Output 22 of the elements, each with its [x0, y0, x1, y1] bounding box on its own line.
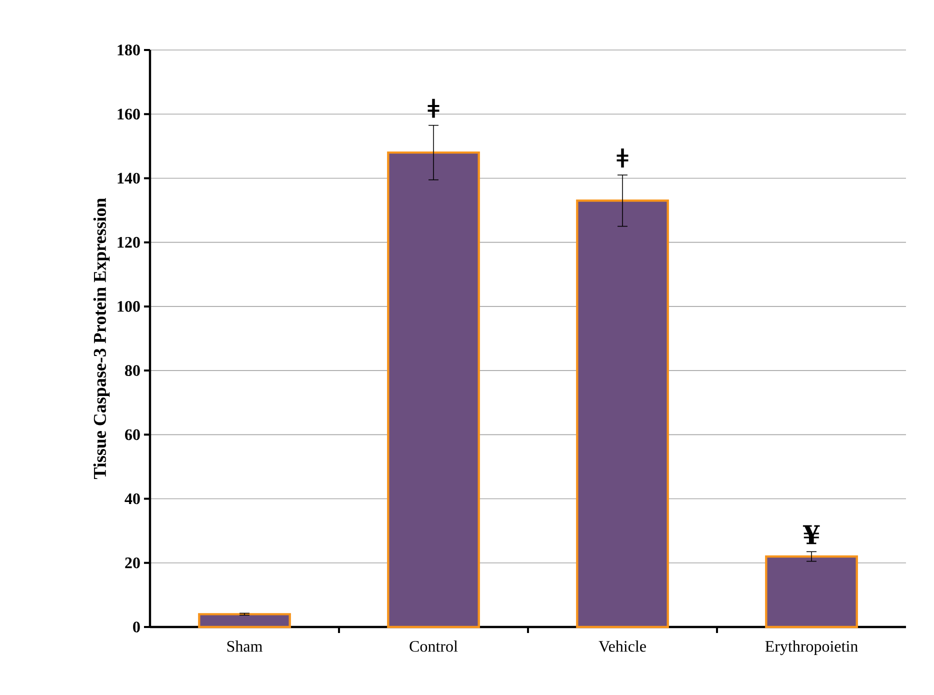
y-tick-label: 140 — [118, 172, 140, 184]
x-tick-label: Control — [410, 640, 458, 652]
y-axis-title: Tissue Caspase-3 Protein Expression — [93, 198, 110, 479]
y-tick-label: 0 — [133, 622, 140, 632]
y-tick-label: 160 — [118, 108, 140, 120]
bar — [387, 151, 480, 628]
x-tick-label: Vehicle — [598, 640, 646, 652]
y-tick-label: 60 — [125, 429, 140, 440]
y-tick-label: 120 — [118, 236, 140, 248]
y-tick-label: 100 — [118, 301, 140, 312]
bar — [576, 200, 669, 628]
bar — [198, 613, 291, 628]
y-tick-label: 20 — [125, 557, 140, 568]
x-tick-label: Sham — [227, 640, 262, 652]
y-tick-label: 40 — [124, 493, 140, 504]
y-tick-label: 80 — [125, 365, 140, 376]
annotation: ǂ — [428, 98, 440, 118]
annotation: ǂ — [616, 148, 628, 168]
x-tick-label: Erythropoietin — [765, 640, 858, 656]
y-tick-label: 180 — [118, 44, 140, 56]
bar — [765, 555, 858, 628]
annotation: ¥ — [802, 525, 820, 544]
